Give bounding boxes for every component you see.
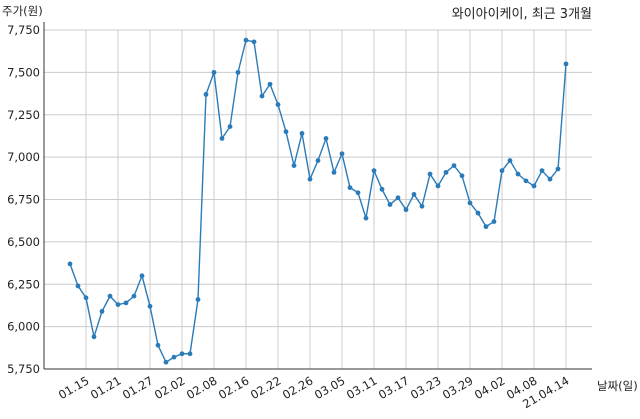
data-point — [211, 69, 217, 75]
x-tick-label: 01.15 — [56, 373, 92, 402]
grid-layer — [44, 29, 592, 370]
data-point — [83, 295, 89, 301]
data-point — [435, 183, 441, 189]
data-point — [411, 192, 417, 197]
x-tick-label: 02.22 — [248, 373, 284, 402]
data-point — [539, 168, 545, 174]
y-tick-label: 6,750 — [7, 193, 40, 207]
data-point — [283, 129, 289, 135]
data-point — [315, 158, 321, 163]
data-point — [443, 169, 449, 175]
data-point — [171, 354, 177, 360]
y-axis-title: 주가(원) — [2, 4, 43, 18]
y-tick-label: 6,250 — [7, 277, 40, 291]
data-point — [387, 202, 393, 207]
data-point — [131, 293, 137, 299]
x-tick-label: 01.27 — [120, 373, 156, 402]
data-point — [179, 351, 185, 357]
x-tick-label: 01.21 — [88, 373, 124, 402]
data-point — [323, 136, 329, 141]
y-tick-label: 7,000 — [7, 150, 40, 164]
data-point — [427, 171, 433, 177]
data-point — [107, 293, 113, 299]
data-point — [227, 124, 233, 130]
data-point — [467, 200, 473, 206]
data-point — [299, 130, 305, 136]
data-point — [563, 61, 569, 67]
data-point — [555, 166, 561, 172]
data-point — [491, 219, 497, 224]
data-point — [291, 163, 297, 169]
data-point — [419, 203, 425, 209]
data-point — [483, 224, 489, 230]
y-tick-label: 6,000 — [7, 320, 40, 334]
data-point — [379, 186, 385, 192]
data-point — [499, 168, 505, 174]
x-tick-label: 04.02 — [472, 373, 508, 402]
data-point — [243, 37, 249, 43]
data-point — [371, 168, 377, 174]
data-point — [403, 207, 409, 213]
x-tick-label: 03.17 — [376, 373, 412, 402]
axis-layer — [43, 22, 592, 370]
data-point — [307, 176, 313, 182]
data-point — [523, 178, 529, 184]
x-tick-label: 03.23 — [408, 373, 444, 402]
x-tick-label: 03.11 — [344, 373, 380, 402]
x-tick-label: 02.08 — [184, 373, 220, 402]
y-tick-label: 7,250 — [7, 108, 40, 122]
data-point — [115, 302, 121, 307]
data-point — [219, 136, 225, 141]
x-tick-label: 02.02 — [152, 373, 188, 402]
data-point — [155, 342, 161, 348]
y-tick-labels: 5,750 6,000 6,250 6,500 6,750 7,000 7,250 7,500… — [7, 23, 40, 376]
data-point — [331, 169, 337, 175]
x-axis-title: 날짜(일) — [597, 379, 638, 393]
x-tick-label: 02.26 — [280, 373, 316, 402]
data-point — [507, 158, 513, 163]
y-tick-label: 7,500 — [7, 65, 40, 79]
y-tick-label: 7,750 — [7, 23, 40, 37]
data-point — [91, 334, 97, 340]
x-tick-label: 03.05 — [312, 373, 348, 402]
data-point — [147, 303, 153, 309]
series-layer — [67, 37, 569, 365]
chart-title: 와이아이케이, 최근 3개월 — [452, 7, 592, 22]
data-point — [459, 173, 465, 179]
data-point — [339, 151, 345, 157]
y-tick-label: 6,500 — [7, 235, 40, 249]
data-point — [235, 69, 241, 75]
data-point — [347, 185, 353, 191]
data-point — [531, 183, 537, 189]
y-tick-label: 5,750 — [7, 362, 40, 376]
data-point — [163, 359, 169, 365]
data-point — [75, 283, 81, 289]
data-point — [187, 351, 193, 357]
data-point — [251, 39, 257, 45]
data-point — [451, 163, 457, 169]
data-point — [475, 210, 481, 216]
data-point — [67, 261, 73, 267]
data-point — [195, 297, 201, 302]
data-point — [355, 190, 361, 196]
data-point — [139, 273, 145, 279]
x-tick-label: 02.16 — [216, 373, 252, 402]
data-point — [275, 102, 281, 107]
data-point — [123, 300, 129, 306]
x-tick-labels: 01.1501.2101.2702.0202.0802.1602.2202.26… — [56, 373, 572, 411]
data-point — [395, 195, 401, 201]
x-tick-label: 03.29 — [440, 373, 476, 402]
data-point — [203, 92, 209, 97]
data-point — [259, 93, 265, 99]
data-point — [363, 215, 369, 221]
data-point — [515, 171, 521, 177]
price-series-line — [69, 39, 567, 364]
data-point — [267, 81, 273, 87]
data-point — [547, 176, 553, 182]
data-point — [99, 308, 105, 314]
